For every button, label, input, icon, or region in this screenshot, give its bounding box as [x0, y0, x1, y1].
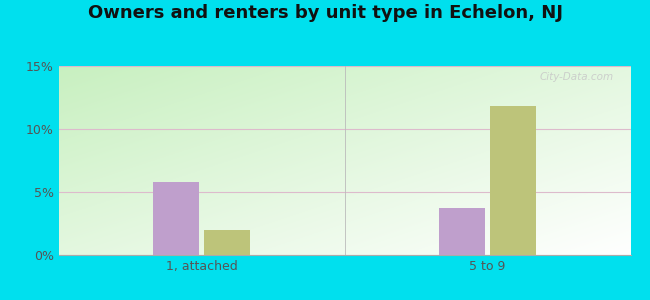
- Text: City-Data.com: City-Data.com: [540, 72, 614, 82]
- Bar: [153, 182, 199, 255]
- Bar: [490, 106, 536, 255]
- Text: Owners and renters by unit type in Echelon, NJ: Owners and renters by unit type in Echel…: [88, 4, 562, 22]
- Bar: [204, 230, 250, 255]
- Bar: [439, 208, 485, 255]
